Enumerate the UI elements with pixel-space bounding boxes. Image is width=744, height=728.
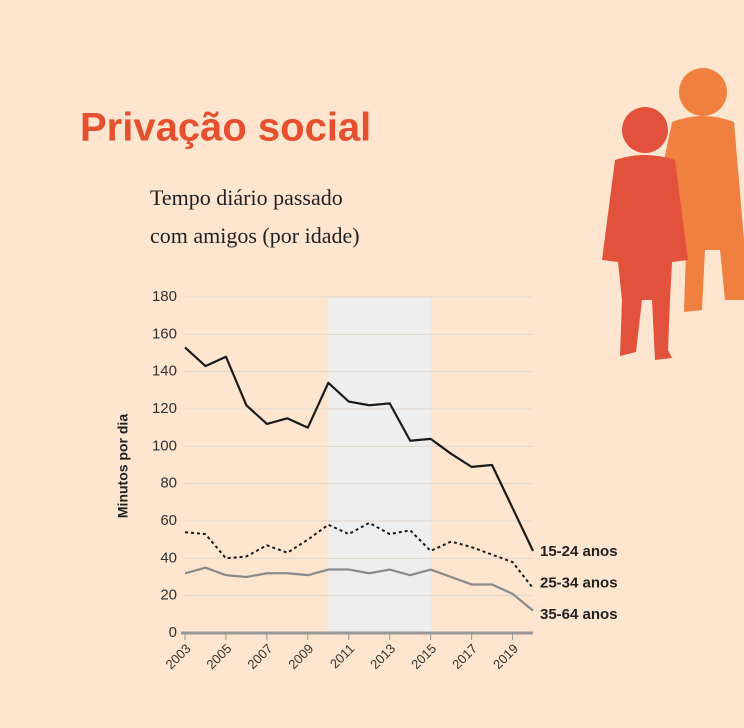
series-label: 35-64 anos: [540, 606, 618, 623]
series-line: [184, 566, 534, 612]
y-tick-label: 60: [160, 512, 177, 529]
chart-subtitle: Tempo diário passado: [150, 185, 343, 210]
series-label: 15-24 anos: [540, 543, 618, 560]
y-tick-label: 100: [152, 437, 177, 454]
y-tick-label: 40: [160, 549, 177, 566]
y-tick-label: 140: [152, 363, 177, 380]
y-tick-label: 160: [152, 325, 177, 342]
y-axis-label: Minutos por dia: [115, 414, 131, 518]
silhouettes: [602, 68, 744, 360]
y-tick-label: 80: [160, 475, 177, 492]
chart-subtitle: com amigos (por idade): [150, 223, 360, 248]
series-label: 25-34 anos: [540, 574, 618, 591]
y-tick-label: 180: [152, 288, 177, 305]
highlight-band: [328, 297, 431, 633]
chart-title: Privação social: [80, 106, 371, 150]
y-tick-label: 120: [152, 400, 177, 417]
series-line: [184, 346, 534, 552]
y-tick-label: 0: [169, 624, 177, 641]
y-tick-label: 20: [160, 587, 177, 604]
